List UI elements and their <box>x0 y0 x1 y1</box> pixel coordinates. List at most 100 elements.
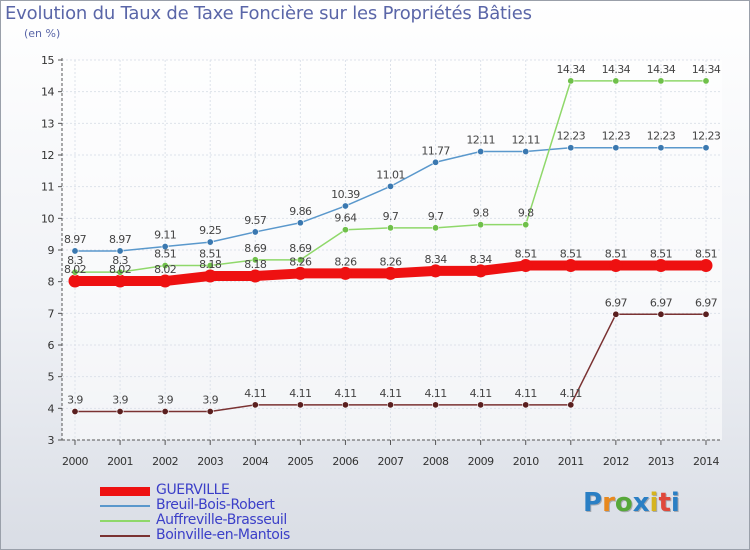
data-label: 12.11 <box>466 134 495 147</box>
x-tick-label: 2000 <box>62 455 88 468</box>
data-label: 3.9 <box>157 394 173 407</box>
y-tick-label: 13 <box>41 117 54 130</box>
data-label: 9.7 <box>428 210 444 223</box>
data-label: 12.23 <box>602 130 631 143</box>
data-point <box>477 401 485 409</box>
data-label: 8.34 <box>470 253 493 266</box>
data-label: 8.3 <box>67 254 83 267</box>
data-point <box>699 259 713 273</box>
data-label: 8.02 <box>154 263 176 276</box>
data-point <box>522 148 530 156</box>
data-label: 8.3 <box>112 254 128 267</box>
data-label: 8.51 <box>560 248 582 261</box>
data-point <box>203 269 217 283</box>
data-label: 9.57 <box>244 214 267 227</box>
data-point <box>702 77 710 85</box>
data-point <box>251 228 259 236</box>
data-point <box>293 266 307 280</box>
data-point <box>71 407 79 415</box>
data-label: 12.23 <box>647 130 676 143</box>
y-tick-label: 6 <box>48 339 55 352</box>
x-tick-label: 2003 <box>197 455 223 468</box>
data-label: 8.26 <box>334 255 357 268</box>
data-point <box>522 221 530 229</box>
data-point <box>477 221 485 229</box>
chart-title: Evolution du Taux de Taxe Foncière sur l… <box>5 3 532 24</box>
data-label: 12.23 <box>692 130 721 143</box>
data-point <box>161 407 169 415</box>
data-point <box>654 259 668 273</box>
data-label: 9.25 <box>199 224 222 237</box>
data-point <box>68 274 82 288</box>
x-tick-label: 2006 <box>332 455 358 468</box>
data-label: 6.97 <box>695 296 718 309</box>
data-label: 4.11 <box>425 387 447 400</box>
data-label: 6.97 <box>605 296 628 309</box>
data-label: 9.64 <box>334 212 357 225</box>
data-label: 14.34 <box>602 63 631 76</box>
data-point <box>386 401 394 409</box>
data-label: 9.7 <box>383 210 399 223</box>
data-label: 6.97 <box>650 296 673 309</box>
data-label: 8.51 <box>695 248 717 261</box>
data-label: 3.9 <box>202 394 218 407</box>
legend-swatch <box>100 535 150 537</box>
data-point <box>113 274 127 288</box>
data-point <box>116 268 124 276</box>
data-point <box>248 269 262 283</box>
data-point <box>116 247 124 255</box>
data-point <box>477 148 485 156</box>
data-point <box>432 401 440 409</box>
data-point <box>341 202 349 210</box>
x-tick-label: 2012 <box>603 455 629 468</box>
data-label: 4.11 <box>244 387 266 400</box>
data-point <box>567 77 575 85</box>
data-label: 12.11 <box>511 134 540 147</box>
x-tick-label: 2002 <box>152 455 178 468</box>
data-point <box>657 310 665 318</box>
data-label: 14.34 <box>557 63 586 76</box>
x-tick-label: 2014 <box>693 455 719 468</box>
data-label: 8.69 <box>289 242 312 255</box>
data-label: 3.9 <box>67 394 83 407</box>
data-point <box>296 256 304 264</box>
data-label: 9.8 <box>518 207 534 220</box>
data-point <box>432 158 440 166</box>
y-tick-label: 9 <box>48 244 55 257</box>
chart-unit-label: (en %) <box>24 27 61 40</box>
data-label: 4.11 <box>515 387 537 400</box>
data-point <box>702 144 710 152</box>
data-label: 8.34 <box>425 253 448 266</box>
data-point <box>116 407 124 415</box>
data-point <box>386 182 394 190</box>
y-tick-label: 15 <box>41 54 54 67</box>
data-label: 8.18 <box>244 258 267 271</box>
legend-swatch <box>100 486 150 496</box>
data-label: 3.9 <box>112 394 128 407</box>
data-point <box>384 266 397 280</box>
legend-label: GUERVILLE <box>156 482 230 498</box>
data-label: 8.26 <box>379 255 402 268</box>
data-point <box>657 144 665 152</box>
data-label: 8.51 <box>650 248 672 261</box>
x-tick-label: 2008 <box>423 455 449 468</box>
y-tick-label: 4 <box>48 402 55 415</box>
data-point <box>161 243 169 251</box>
y-tick-label: 10 <box>41 212 54 225</box>
data-point <box>567 144 575 152</box>
x-tick-label: 2011 <box>558 455 584 468</box>
data-label: 8.97 <box>64 233 87 246</box>
data-point <box>296 401 304 409</box>
data-point <box>338 266 352 280</box>
y-tick-label: 5 <box>48 371 55 384</box>
data-point <box>158 274 172 288</box>
data-label: 11.01 <box>376 168 405 181</box>
data-label: 8.97 <box>109 233 132 246</box>
data-point <box>161 262 169 270</box>
data-point <box>386 224 394 232</box>
x-tick-label: 2001 <box>107 455 133 468</box>
legend-swatch <box>100 505 150 507</box>
y-tick-label: 7 <box>48 307 55 320</box>
legend-label: Auffreville-Brasseuil <box>156 512 287 528</box>
